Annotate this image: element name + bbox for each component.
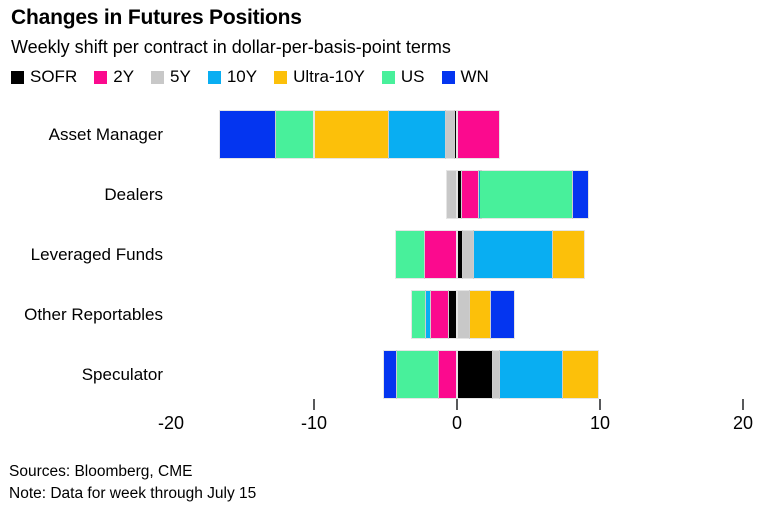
footer-note: Note: Data for week through July 15 bbox=[9, 485, 257, 502]
bar-segment-asset-manager-5y bbox=[446, 111, 454, 158]
bar-segment-speculator-sofr bbox=[457, 351, 492, 398]
footer-sources: Sources: Bloomberg, CME bbox=[9, 463, 193, 480]
bar-segment-speculator-wn bbox=[383, 351, 397, 398]
legend-swatch-us bbox=[381, 70, 395, 84]
bar-segment-dealers-us bbox=[480, 171, 573, 218]
legend-item-10y: 10Y bbox=[207, 67, 258, 87]
x-tick-mark-10 bbox=[599, 399, 601, 410]
bar-segment-asset-manager-10y bbox=[388, 111, 446, 158]
legend-swatch-5y bbox=[151, 70, 165, 84]
legend-swatch-ultra-10y bbox=[274, 70, 288, 84]
bar-segment-other-reportables-us bbox=[411, 291, 426, 338]
legend-swatch-sofr bbox=[11, 70, 24, 84]
legend-item-ultra-10y: Ultra-10Y bbox=[274, 67, 365, 87]
legend-label-2y: 2Y bbox=[113, 67, 135, 86]
legend-swatch-wn bbox=[441, 70, 455, 84]
x-tick-mark-minus10 bbox=[313, 399, 315, 410]
legend-label-wn: WN bbox=[460, 67, 489, 86]
x-tick-label-0: 0 bbox=[451, 413, 462, 433]
bar-segment-leveraged-funds-2y bbox=[425, 231, 457, 278]
legend-swatch-10y bbox=[207, 70, 221, 84]
bar-segment-speculator-10y bbox=[499, 351, 563, 398]
legend-item-wn: WN bbox=[441, 67, 489, 87]
bar-segment-other-reportables-2y bbox=[431, 291, 448, 338]
category-label-other-reportables: Other Reportables bbox=[24, 305, 163, 324]
bar-segment-leveraged-funds-us bbox=[396, 231, 425, 278]
bar-segment-other-reportables-5y bbox=[457, 291, 469, 338]
bar-segment-dealers-2y bbox=[461, 171, 478, 218]
legend-item-us: US bbox=[381, 67, 425, 87]
bar-segment-other-reportables-ultra-10y bbox=[469, 291, 491, 338]
chart-footer: Sources: Bloomberg, CME Note: Data for w… bbox=[9, 461, 256, 505]
page-title: Changes in Futures Positions bbox=[11, 6, 302, 29]
bar-segment-leveraged-funds-sofr bbox=[457, 231, 462, 278]
legend-swatch-2y bbox=[94, 70, 108, 84]
chart-legend: SOFR 2Y 5Y 10Y Ultra-10Y US WN bbox=[11, 67, 489, 87]
bar-segment-dealers-wn bbox=[573, 171, 589, 218]
chart-plot: Asset Manager Dealers Leveraged Funds Other… bbox=[24, 111, 754, 433]
x-tick-label-20: 20 bbox=[732, 413, 754, 433]
bar-segment-asset-manager-sofr bbox=[454, 111, 457, 158]
bar-segment-other-reportables-wn bbox=[491, 291, 514, 338]
bar-segment-asset-manager-ultra-10y bbox=[314, 111, 388, 158]
category-label-dealers: Dealers bbox=[104, 185, 163, 204]
bar-segment-speculator-5y bbox=[492, 351, 499, 398]
legend-item-2y: 2Y bbox=[94, 67, 134, 87]
legend-label-10y: 10Y bbox=[226, 67, 258, 86]
bar-segment-other-reportables-10y bbox=[426, 291, 431, 338]
legend-label-us: US bbox=[400, 67, 425, 86]
x-tick-label-10: 10 bbox=[589, 413, 611, 433]
legend-item-sofr: SOFR bbox=[11, 67, 77, 87]
x-tick-mark-20 bbox=[742, 399, 744, 410]
x-tick-label-minus10: -10 bbox=[300, 413, 327, 433]
x-tick-label-minus20: -20 bbox=[157, 413, 184, 433]
legend-label-ultra-10y: Ultra-10Y bbox=[293, 67, 365, 86]
bar-segment-speculator-2y bbox=[438, 351, 457, 398]
bar-segment-leveraged-funds-ultra-10y bbox=[552, 231, 585, 278]
bar-segment-leveraged-funds-5y bbox=[462, 231, 473, 278]
bar-segment-asset-manager-2y bbox=[457, 111, 500, 158]
bar-segment-other-reportables-sofr bbox=[448, 291, 457, 338]
legend-item-5y: 5Y bbox=[151, 67, 191, 87]
bar-segment-asset-manager-us bbox=[275, 111, 314, 158]
legend-label-sofr: SOFR bbox=[30, 67, 78, 86]
x-tick-mark-0 bbox=[456, 399, 458, 410]
bar-segment-dealers-5y bbox=[447, 171, 457, 218]
bar-segment-leveraged-funds-10y bbox=[473, 231, 552, 278]
category-label-leveraged-funds: Leveraged Funds bbox=[30, 245, 163, 264]
legend-label-5y: 5Y bbox=[170, 67, 191, 86]
category-label-speculator: Speculator bbox=[81, 365, 163, 384]
bar-segment-dealers-10y bbox=[478, 171, 481, 218]
page-subtitle: Weekly shift per contract in dollar-per-… bbox=[11, 37, 451, 57]
bar-segment-speculator-ultra-10y bbox=[563, 351, 599, 398]
bar-segment-speculator-us bbox=[397, 351, 438, 398]
category-label-asset-manager: Asset Manager bbox=[48, 125, 163, 144]
bar-segment-dealers-sofr bbox=[457, 171, 461, 218]
bar-segment-asset-manager-wn bbox=[220, 111, 275, 158]
